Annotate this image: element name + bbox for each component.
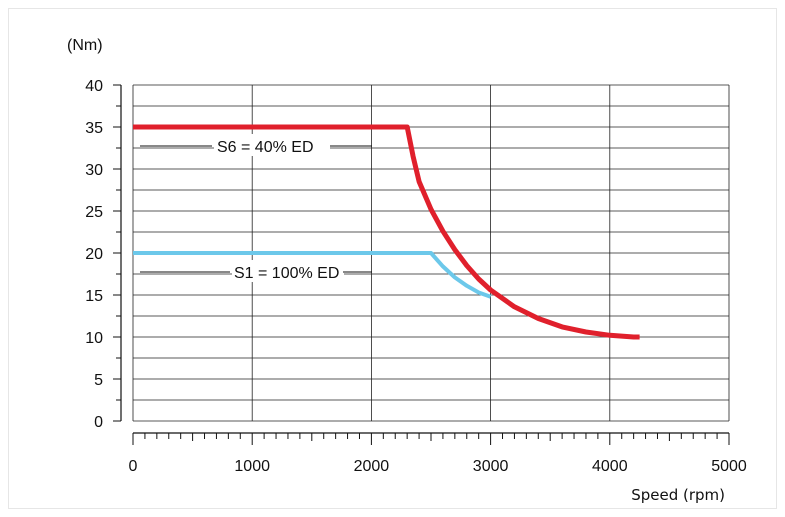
y-tick-label: 35 — [85, 120, 103, 137]
series-layer — [133, 124, 640, 340]
series-line — [133, 124, 640, 340]
chart-frame — [8, 8, 777, 509]
tick-marks: 0 5 10 15 20 25 30 35 40 0 1000 2000 3000 4000 5000 — [85, 78, 747, 475]
x-tick-label: 1000 — [234, 458, 270, 475]
annotation-background — [232, 260, 344, 282]
annotation-s1-label: S1 = 100% ED — [234, 265, 339, 282]
x-axis-title: Speed (rpm) — [631, 486, 725, 504]
x-tick-label: 2000 — [354, 458, 390, 475]
y-tick-label: 20 — [85, 246, 103, 263]
annotation-s6-label: S6 = 40% ED — [217, 139, 314, 156]
y-tick-label: 25 — [85, 204, 103, 221]
y-tick-label: 15 — [85, 288, 103, 305]
y-tick-label: 10 — [85, 330, 103, 347]
y-tick-label: 40 — [85, 78, 103, 95]
y-tick-label: 5 — [94, 372, 103, 389]
y-axis-unit-label: (Nm) — [67, 37, 103, 54]
annotations: S6 = 40% ED S1 = 100% ED — [140, 134, 372, 282]
x-tick-label: 5000 — [711, 458, 747, 475]
x-tick-label: 4000 — [592, 458, 628, 475]
series-line — [133, 251, 492, 299]
y-tick-label: 30 — [85, 162, 103, 179]
axes — [120, 85, 729, 434]
x-tick-label: 0 — [129, 458, 138, 475]
y-tick-label: 0 — [94, 414, 103, 431]
x-tick-label: 3000 — [473, 458, 509, 475]
annotation-background — [214, 134, 330, 156]
